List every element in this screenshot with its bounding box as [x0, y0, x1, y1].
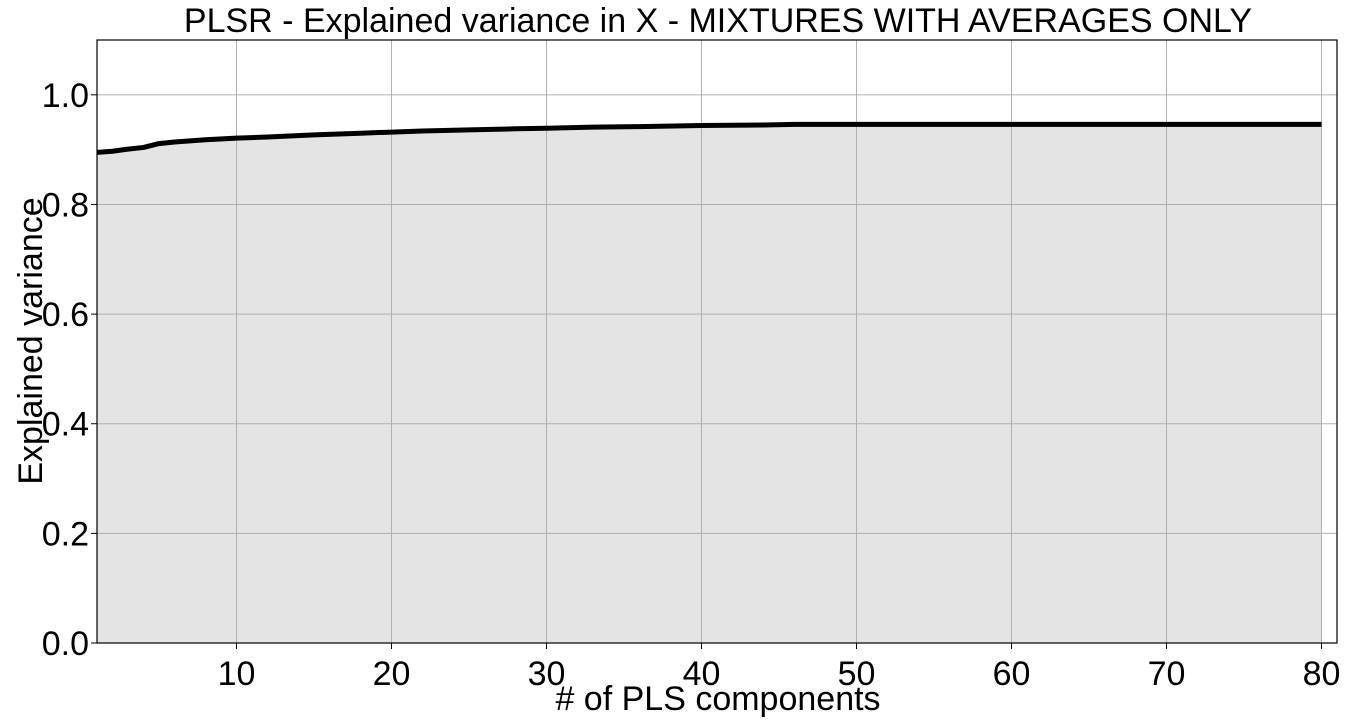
y-tick-label: 0.4	[42, 406, 89, 444]
x-axis: 10 20 30 40 50 60 70 80	[218, 643, 1341, 693]
y-tick-label: 0.6	[42, 296, 89, 334]
series-line	[96, 121, 1322, 155]
plot-area	[97, 124, 1322, 644]
y-axis-label: Explained variance	[12, 197, 50, 484]
x-tick-label: 70	[1148, 655, 1186, 693]
y-tick-label: 0.0	[42, 625, 89, 663]
area-fill	[97, 124, 1322, 644]
grid	[96, 39, 1338, 644]
x-tick-label: 80	[1303, 655, 1341, 693]
y-tick-label: 1.0	[42, 77, 89, 115]
y-tick-label: 0.8	[42, 186, 89, 224]
x-tick-label: 30	[528, 655, 566, 693]
x-tick-label: 60	[993, 655, 1031, 693]
x-tick-label: 50	[838, 655, 876, 693]
x-tick-label: 10	[218, 655, 256, 693]
plot-frame	[96, 39, 1338, 644]
x-tick-label: 20	[373, 655, 411, 693]
x-tick-label: 40	[683, 655, 721, 693]
y-axis: 0.0 0.2 0.4 0.6 0.8 1.0	[42, 77, 97, 663]
x-axis-label: # of PLS components	[555, 680, 880, 718]
chart-title: PLSR - Explained variance in X - MIXTURE…	[184, 2, 1252, 40]
y-tick-label: 0.2	[42, 515, 89, 553]
